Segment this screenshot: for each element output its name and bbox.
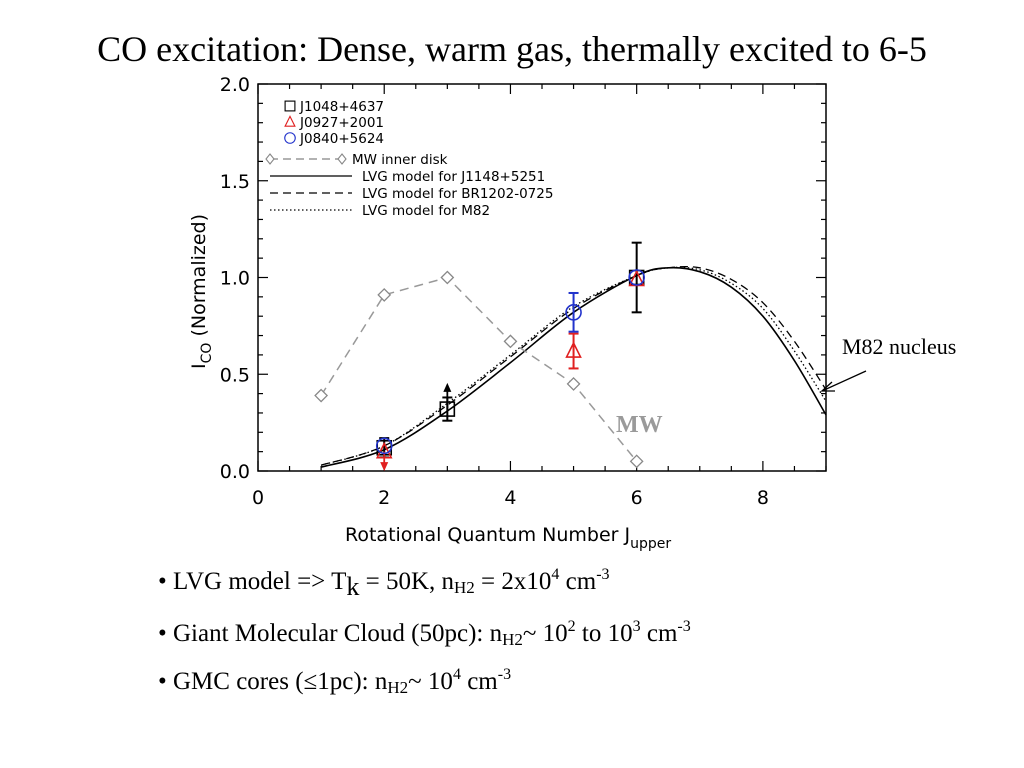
x-tick-label: 8 <box>757 487 769 509</box>
legend-label: LVG model for M82 <box>362 203 490 219</box>
triangle-marker <box>284 115 296 127</box>
mw-point-diamond <box>377 287 392 302</box>
x-tick-label: 4 <box>504 487 516 509</box>
x-tick-label: 6 <box>631 487 643 509</box>
x-axis-title: Rotational Quantum Number Jupper <box>345 524 671 552</box>
slide-title: CO excitation: Dense, warm gas, thermall… <box>97 29 927 69</box>
mw-line <box>320 276 638 462</box>
mw-point-diamond <box>314 388 329 403</box>
legend-mw-diamond <box>265 153 275 165</box>
bullet-gmc-cores: • GMC cores (≤1pc): nH2~ 104 cm-3 <box>158 666 512 697</box>
legend-label: MW inner disk <box>352 152 448 168</box>
bullet-giant-molecular-cloud: • Giant Molecular Cloud (50pc): nH2~ 102… <box>158 618 691 649</box>
y-tick-label: 1.5 <box>220 171 250 193</box>
circle-marker <box>375 437 393 455</box>
mw-point-diamond <box>629 454 644 469</box>
y-tick-label: 0.5 <box>220 364 250 386</box>
lower-limit-arrowhead <box>443 382 452 392</box>
circle-marker <box>628 269 645 286</box>
legend-label: LVG model for J1148+5251 <box>362 169 545 185</box>
y-axis-title: ICO (Normalized) <box>188 214 215 369</box>
mw-annotation: MW <box>616 412 663 438</box>
triangle-marker <box>375 441 393 459</box>
y-tick-label: 2.0 <box>220 74 250 96</box>
legend-label: J0927+2001 <box>299 115 384 131</box>
square-marker <box>439 401 456 417</box>
co-excitation-chart: 0 2 4 6 8 0.0 0.5 1.0 1.5 2.0 Rotational Quantum … <box>188 74 956 552</box>
upper-limit-arrowhead <box>380 462 389 472</box>
circle-marker <box>284 132 296 144</box>
y-tick-label: 0.0 <box>220 461 250 483</box>
tick-labels: 0 2 4 6 8 0.0 0.5 1.0 1.5 2.0 <box>220 74 769 509</box>
mw-point-diamond <box>440 270 455 285</box>
circle-marker <box>565 304 582 321</box>
mw-point-diamond <box>503 334 518 349</box>
bullet-list: • LVG model => Tk = 50K, nH2 = 2x104 cm-… <box>158 566 691 714</box>
x-tick-label: 0 <box>252 487 264 509</box>
x-tick-label: 2 <box>378 487 390 509</box>
m82-arrowhead <box>820 381 835 392</box>
m82-nucleus-annotation: M82 nucleus <box>842 334 956 359</box>
legend-mw-diamond <box>337 153 347 165</box>
bullet-lvg-model: • LVG model => Tk = 50K, nH2 = 2x104 cm-… <box>158 566 610 601</box>
triangle-marker <box>565 341 582 358</box>
m82-pointer-arrow <box>821 370 867 392</box>
legend-label: J0840+5624 <box>299 131 384 147</box>
legend-label: LVG model for BR1202-0725 <box>362 186 553 202</box>
mw-point-diamond <box>566 377 581 391</box>
square-marker <box>284 100 296 112</box>
mw-inner-disk-series <box>314 270 644 469</box>
legend-label: J1048+4637 <box>299 99 384 115</box>
data-points <box>375 241 645 472</box>
y-tick-label: 1.0 <box>220 268 250 290</box>
